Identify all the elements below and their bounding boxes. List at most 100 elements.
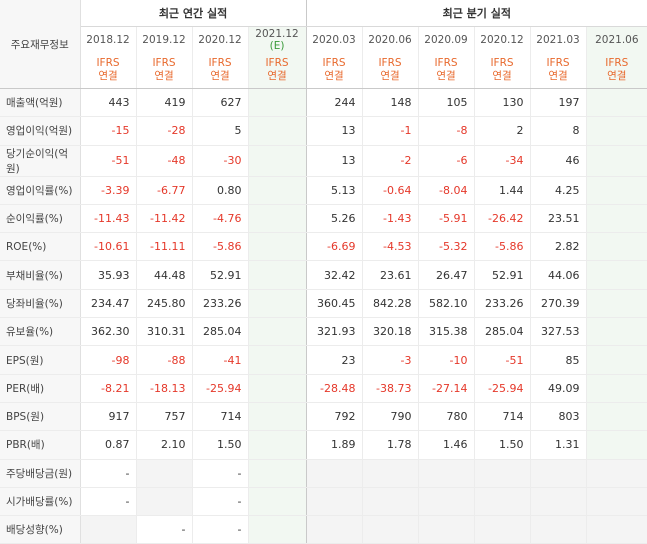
quarterly-group-header: 최근 분기 실적: [305, 0, 647, 27]
value-cell: -26.42: [473, 204, 531, 234]
row-label: 영업이익(억원): [0, 116, 81, 146]
value-cell: 13: [305, 116, 363, 146]
value-cell: 23.61: [361, 260, 419, 290]
value-cell: -34: [473, 145, 531, 177]
value-cell: [305, 458, 363, 488]
value-cell: -5.32: [417, 232, 475, 262]
value-cell: [361, 458, 419, 488]
value-cell: [529, 487, 587, 517]
row-label: 부채비율(%): [0, 260, 81, 290]
value-cell: -51: [473, 345, 531, 375]
value-cell: -1: [361, 116, 419, 146]
value-cell: 2.10: [135, 430, 192, 460]
value-cell: 234.47: [80, 289, 136, 319]
period-header: 2018.12: [80, 27, 136, 53]
ifrs-label: IFRS 연결: [305, 52, 363, 89]
value-cell: [417, 487, 475, 517]
value-cell: -3.39: [80, 175, 136, 205]
ifrs-label: IFRS 연결: [529, 52, 587, 89]
value-cell: 244: [305, 88, 363, 118]
value-cell: 419: [135, 88, 192, 118]
period-label: 2021.12: [255, 27, 299, 40]
value-cell: 5.13: [305, 175, 363, 205]
value-cell: -41: [191, 345, 248, 375]
value-cell: -25.94: [473, 374, 531, 403]
row-label: 순이익률(%): [0, 204, 81, 234]
value-cell: [247, 88, 307, 118]
value-cell: -1.43: [361, 204, 419, 234]
row-label: 시가배당률(%): [0, 487, 81, 517]
value-cell: 5.26: [305, 204, 363, 234]
value-cell: 315.38: [417, 317, 475, 347]
value-cell: 917: [80, 402, 136, 432]
value-cell: [247, 260, 307, 290]
ifrs-label: IFRS 연결: [473, 52, 531, 89]
value-cell: 32.42: [305, 260, 363, 290]
value-cell: [585, 487, 647, 517]
period-header: 2020.09: [417, 26, 475, 52]
value-cell: [585, 289, 647, 319]
row-label: 영업이익률(%): [0, 175, 81, 205]
value-cell: -25.94: [191, 374, 248, 403]
value-cell: 148: [361, 88, 419, 118]
value-cell: [247, 487, 307, 517]
value-cell: -38.73: [361, 374, 419, 403]
value-cell: -28: [135, 116, 192, 146]
value-cell: 270.39: [529, 289, 587, 319]
value-cell: -6.69: [305, 232, 363, 262]
value-cell: -: [191, 515, 248, 544]
value-cell: 52.91: [473, 260, 531, 290]
value-cell: 627: [191, 88, 248, 118]
value-cell: -15: [80, 116, 136, 146]
value-cell: -5.91: [417, 204, 475, 234]
table-row: 영업이익(억원) -15 -28 5 13 -1 -8 2 8: [0, 116, 647, 146]
value-cell: [305, 515, 363, 544]
period-header: 2020.03: [305, 26, 363, 52]
value-cell: [247, 116, 307, 146]
value-cell: 85: [529, 345, 587, 375]
value-cell: [247, 458, 307, 488]
value-cell: -11.42: [135, 204, 192, 234]
corner-label: 주요재무정보: [0, 0, 81, 89]
value-cell: 8: [529, 116, 587, 146]
period-label: 2020.06: [368, 33, 412, 46]
ifrs-label: IFRS 연결: [417, 52, 475, 89]
value-cell: -3: [361, 345, 419, 375]
value-cell: [529, 515, 587, 544]
value-cell: 792: [305, 402, 363, 432]
value-cell: 327.53: [529, 317, 587, 347]
ifrs-label: IFRS 연결: [585, 52, 647, 89]
period-label: 2021.03: [536, 33, 580, 46]
table-row: 순이익률(%) -11.43 -11.42 -4.76 5.26 -1.43 -5.91 -2…: [0, 204, 647, 234]
row-label: BPS(원): [0, 402, 81, 432]
value-cell: -8.21: [80, 374, 136, 403]
value-cell: [473, 458, 531, 488]
value-cell: 714: [191, 402, 248, 432]
value-cell: 233.26: [191, 289, 248, 319]
value-cell: [247, 345, 307, 375]
value-cell: 780: [417, 402, 475, 432]
value-cell: 44.06: [529, 260, 587, 290]
value-cell: 245.80: [135, 289, 192, 319]
value-cell: [247, 232, 307, 262]
value-cell: 23: [305, 345, 363, 375]
value-cell: 13: [305, 145, 363, 177]
period-header: 2021.06: [585, 26, 647, 52]
value-cell: -0.64: [361, 175, 419, 205]
value-cell: [585, 88, 647, 118]
value-cell: [247, 374, 307, 403]
value-cell: -48: [135, 145, 192, 177]
table-row: BPS(원) 917 757 714 792 790 780 714 803: [0, 402, 647, 432]
ifrs-label: IFRS 연결: [361, 52, 419, 89]
value-cell: -6: [417, 145, 475, 177]
row-label: 당좌비율(%): [0, 289, 81, 319]
value-cell: 757: [135, 402, 192, 432]
row-label: 매출액(억원): [0, 88, 81, 118]
value-cell: [585, 116, 647, 146]
value-cell: [585, 145, 647, 177]
value-cell: [585, 232, 647, 262]
value-cell: -: [80, 487, 136, 517]
period-label: 2020.03: [312, 33, 356, 46]
value-cell: [473, 515, 531, 544]
value-cell: [417, 458, 475, 488]
